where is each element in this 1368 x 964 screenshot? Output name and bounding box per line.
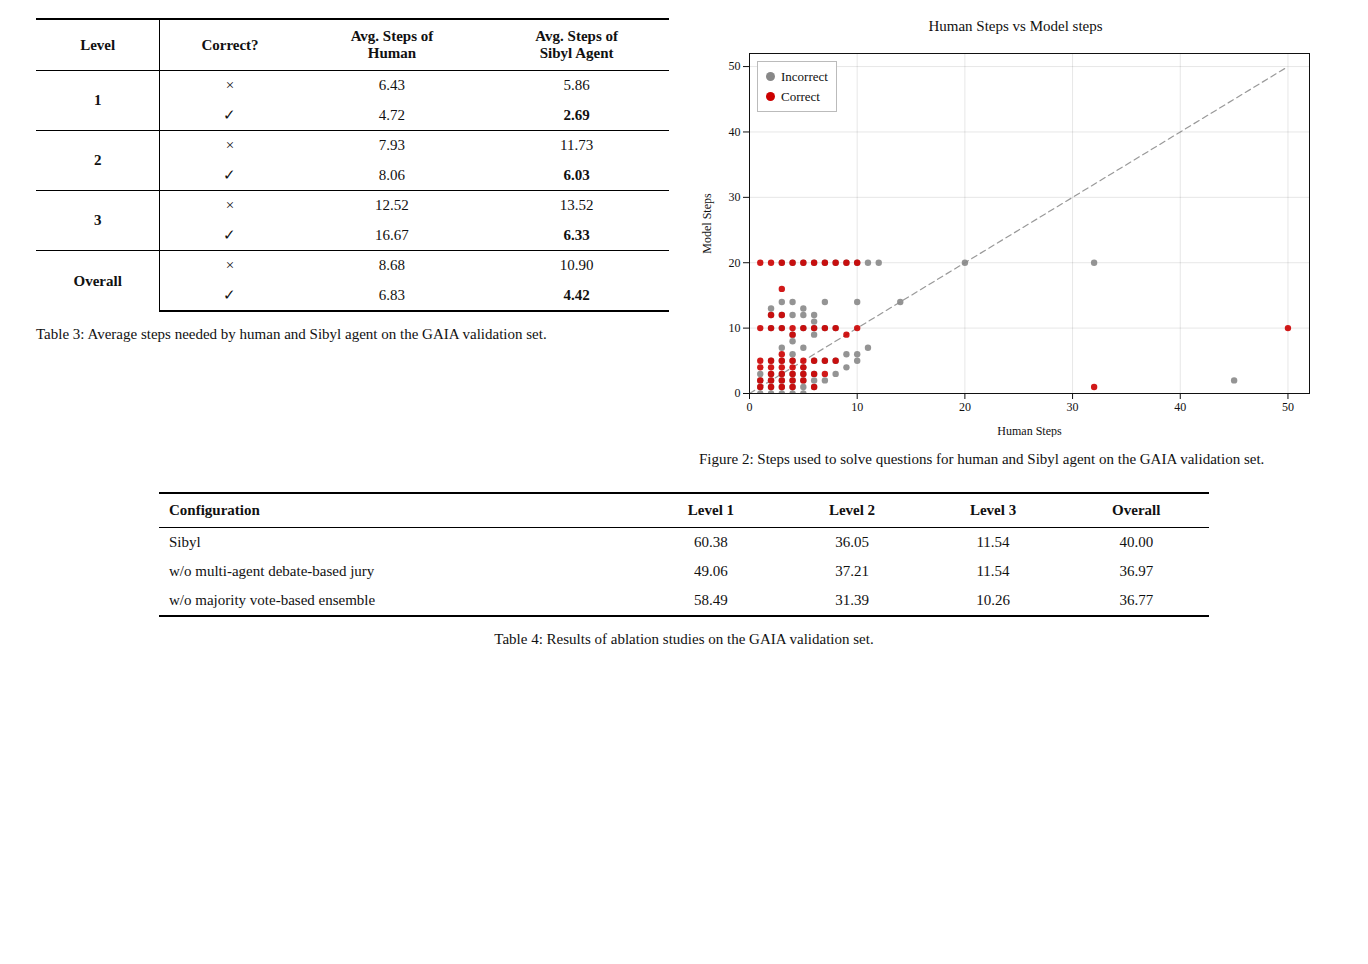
html-text:11.54: 11.54 [976,534,1010,550]
html-text:Table 4: Results of ablation s: Table 4: Results of ablation studies on … [494,631,874,647]
html-text:40.00: 40.00 [1119,534,1154,550]
html-text:Correct?: Correct? [201,36,259,53]
html-text:7.93: 7.93 [378,137,406,153]
html-text:12.52: 12.52 [375,197,409,213]
html-text:58.49: 58.49 [694,592,728,608]
html-text:37.21: 37.21 [835,563,869,579]
html-text:11.54: 11.54 [976,563,1010,579]
svg-text:Human Steps: Human Steps [997,424,1062,438]
svg-text:10: 10 [729,321,741,335]
html-text:6.83: 6.83 [378,286,406,303]
html-text:36.05: 36.05 [835,534,869,550]
html-text:5.86: 5.86 [563,77,590,93]
html-text:60.38: 60.38 [694,534,728,550]
html-text:6.03: 6.03 [563,166,590,183]
svg-text:40: 40 [1174,400,1186,414]
html-text:10.90: 10.90 [559,257,594,273]
html-text:Level 3: Level 3 [969,502,1017,518]
svg-text:40: 40 [729,125,741,139]
html-text:2.69: 2.69 [563,106,590,123]
html-text:Level 1: Level 1 [687,502,735,518]
svg-text:0: 0 [747,400,753,414]
html-text:2: 2 [93,152,102,168]
html-text:Configuration: Configuration [169,502,260,518]
html-text:Avg. Steps of Human: Avg. Steps of Human [350,28,434,61]
html-text:Incorrect: Incorrect [781,69,828,84]
html-text:36.77: 36.77 [1119,592,1154,608]
html-text:Level 2: Level 2 [828,502,876,518]
svg-text:30: 30 [1067,400,1079,414]
html-text:36.97: 36.97 [1119,563,1154,579]
html-text:Avg. Steps of Sibyl Agent: Avg. Steps of Sibyl Agent [535,28,618,61]
html-text:13.52: 13.52 [559,197,594,213]
svg-text:Model Steps: Model Steps [700,193,714,254]
html-text:11.73: 11.73 [560,137,594,153]
html-text:8.06: 8.06 [378,166,406,183]
html-text:w/o multi-agent debate-based j: w/o multi-agent debate-based jury [169,563,375,579]
html-text:Human Steps vs Model steps: Human Steps vs Model steps [928,18,1103,34]
html-text:Figure 2: Steps used to solve: Figure 2: Steps used to solve questions … [699,451,1265,467]
svg-text:10: 10 [851,400,863,414]
html-text:8.68: 8.68 [378,257,406,273]
html-text:3: 3 [93,212,102,228]
svg-text:30: 30 [729,190,741,204]
html-text:Table 3: Average steps needed: Table 3: Average steps needed by human a… [36,326,547,342]
html-text:Sibyl: Sibyl [169,534,201,550]
svg-text:50: 50 [729,59,741,73]
html-text:6.33: 6.33 [563,226,590,243]
html-text:Overall: Overall [73,272,122,289]
html-text:10.26: 10.26 [976,592,1010,608]
svg-text:20: 20 [959,400,971,414]
html-text:Correct: Correct [781,88,820,104]
html-text:49.06: 49.06 [694,563,728,579]
svg-text:20: 20 [729,256,741,270]
html-text:16.67: 16.67 [375,226,409,243]
svg-text:0: 0 [735,386,741,400]
html-text:1: 1 [93,92,102,108]
html-text:31.39: 31.39 [835,592,869,608]
html-text:4.42: 4.42 [563,286,590,303]
html-text:Overall: Overall [1112,502,1161,518]
svg-text:50: 50 [1282,400,1294,414]
html-text:w/o majority vote-based ensemb: w/o majority vote-based ensemble [169,592,376,608]
html-text:Level: Level [80,36,116,53]
html-text:6.43: 6.43 [378,77,406,93]
html-text:4.72: 4.72 [378,106,406,123]
